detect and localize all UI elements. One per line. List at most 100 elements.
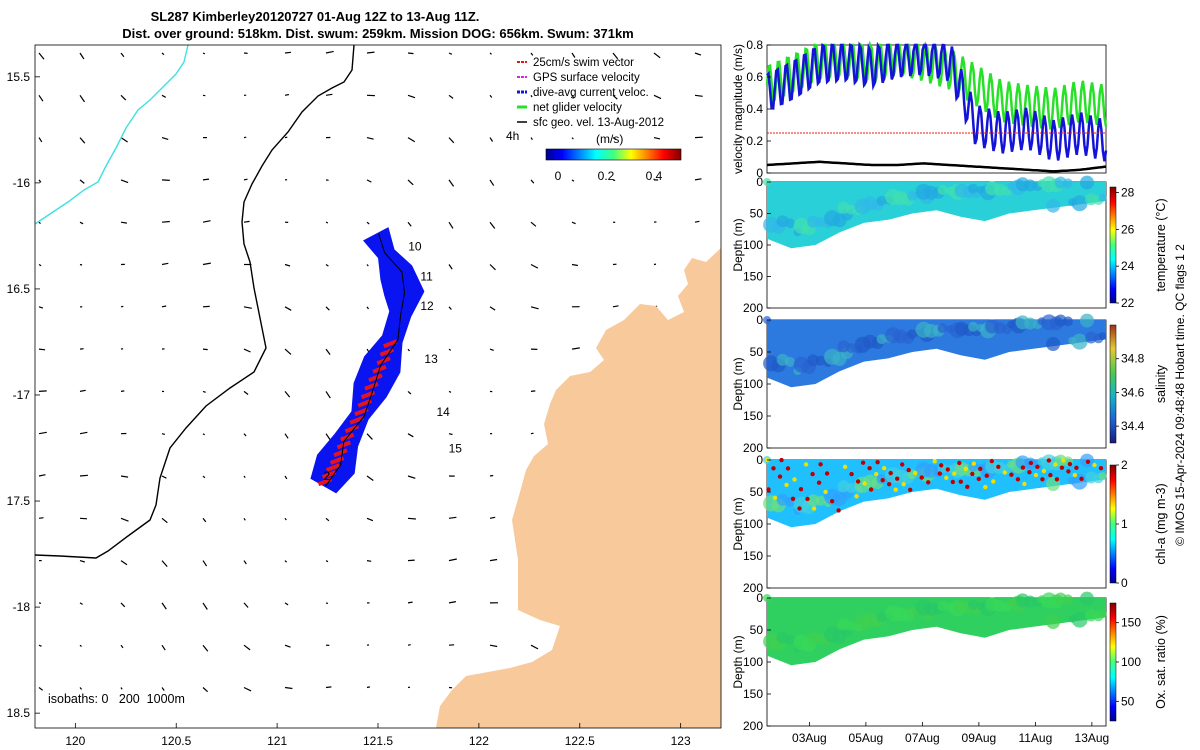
chl-a-sample-dot [868, 487, 874, 492]
surface-velocity-arrow [366, 179, 372, 183]
surface-velocity-arrow [284, 433, 289, 439]
swim-vector [336, 440, 352, 450]
chl-a-sample-dot [823, 489, 828, 495]
surface-velocity-arrow [612, 137, 617, 141]
surface-velocity-arrow [448, 306, 452, 310]
surface-velocity-arrow [38, 348, 46, 351]
chl-a-sample-dot [792, 477, 797, 482]
section-data-texture [1015, 455, 1030, 470]
surface-velocity-arrow [79, 389, 86, 392]
surface-velocity-arrow [284, 560, 288, 563]
chl-a-sample-dot [1072, 472, 1078, 478]
surface-velocity-arrow [161, 475, 167, 479]
chl-a-sample-dot [1009, 472, 1014, 477]
section-data-texture [837, 618, 850, 631]
latitude-tick-label: 16.5 [7, 282, 31, 296]
section-data-texture [885, 605, 902, 622]
colorbar-tick-label: 34.4 [1121, 419, 1145, 433]
surface-velocity-arrow [448, 601, 457, 604]
section-data-texture [1007, 460, 1016, 469]
surface-velocity-arrow [571, 347, 580, 350]
surface-velocity-arrow [325, 264, 329, 267]
colorbar-tick-label: 28 [1121, 186, 1135, 200]
surface-velocity-arrow [530, 644, 539, 650]
surface-velocity-arrow [489, 306, 496, 311]
section-data-texture [763, 633, 780, 650]
surface-velocity-arrow [530, 432, 534, 435]
section-data-texture [876, 612, 887, 623]
surface-velocity-arrow [243, 644, 251, 651]
surface-velocity-arrow [161, 179, 170, 181]
section-colorbar [1109, 186, 1117, 304]
map-longitude-ticks: 120 120.5 121 121.5 122 122.5 123 [65, 723, 691, 748]
surface-velocity-arrow [79, 94, 85, 103]
surface-velocity-arrow [161, 137, 169, 140]
surface-velocity-arrow [161, 220, 170, 223]
chl-a-sample-dot [900, 462, 905, 467]
surface-velocity-arrow [325, 348, 331, 355]
surface-velocity-arrow [407, 52, 414, 55]
isobaths-label: isobaths: 0 200 1000m [48, 692, 185, 706]
surface-velocity-arrow [120, 137, 128, 143]
chl-a-sample-dot [862, 481, 867, 486]
chl-a-sample-dot [976, 476, 981, 482]
chl-a-sample-dot [1098, 466, 1104, 471]
colorbar-tick-label: 34.8 [1121, 352, 1145, 366]
surface-velocity-arrow [407, 644, 411, 646]
speed-colorbar [545, 148, 682, 161]
depth-tick-label: 100 [743, 238, 763, 252]
surface-velocity-arrow [38, 221, 41, 225]
chl-a-sample-dot [798, 487, 804, 492]
surface-velocity-arrow [38, 390, 47, 392]
depth-tick-label: 50 [750, 345, 764, 359]
day-label: 2 [324, 469, 331, 483]
surface-velocity-arrow [407, 179, 414, 186]
surface-velocity-arrow [243, 560, 247, 565]
colorbar-tick-0: 0 [555, 169, 562, 183]
chl-a-sample-dot [842, 464, 848, 469]
surface-velocity-arrow [202, 390, 206, 393]
section-colorbar [1109, 324, 1117, 444]
section-data-texture [985, 597, 1000, 612]
chl-a-sample-dot [963, 466, 968, 471]
surface-velocity-arrow [530, 94, 533, 98]
chl-a-sample-dot [779, 457, 784, 463]
surface-velocity-arrow [202, 687, 209, 693]
section-data-area [767, 598, 1106, 666]
surface-velocity-arrow [79, 560, 85, 563]
chl-a-sample-dot [1053, 462, 1058, 467]
depth-axis-label: Depth (m) [731, 218, 745, 271]
surface-velocity-arrow [694, 220, 700, 223]
surface-velocity-arrow [366, 433, 373, 440]
section-data-texture [985, 459, 1000, 474]
surface-velocity-arrow [38, 644, 42, 647]
date-tick-label: 05Aug [849, 731, 884, 745]
section-data-texture [1098, 472, 1107, 481]
chl-a-sample-dot [970, 471, 975, 477]
day-label: 15 [449, 441, 463, 455]
surface-velocity-arrow [366, 560, 372, 562]
chl-a-sample-dot [777, 474, 783, 479]
surface-velocity-arrow [325, 560, 329, 563]
chl-a-sample-dot [991, 479, 996, 484]
surface-velocity-arrow [571, 221, 576, 225]
chl-a-sample-dot [1027, 470, 1032, 475]
legend-geostrophic: sfc geo. vel. 13-Aug-2012 [533, 117, 664, 129]
surface-velocity-arrow [120, 94, 127, 101]
chl-a-sample-dot [950, 479, 955, 485]
section-data-texture [946, 186, 955, 195]
depth-tick-label: 150 [743, 270, 763, 284]
day-label: 12 [420, 299, 434, 313]
figure-title-line-1: SL287 Kimberley20120727 01-Aug 12Z to 13… [151, 9, 480, 24]
section-data-texture [907, 607, 918, 618]
velocity-series-line [766, 41, 1108, 162]
chl-a-sample-dot [1041, 468, 1047, 474]
surface-velocity-arrow [530, 263, 539, 269]
surface-velocity-arrow [79, 221, 84, 225]
chl-a-sample-dot [887, 482, 892, 487]
date-tick-label: 11Aug [1018, 731, 1052, 745]
surface-velocity-arrow [120, 179, 129, 184]
depth-tick-label: 0 [756, 313, 763, 327]
